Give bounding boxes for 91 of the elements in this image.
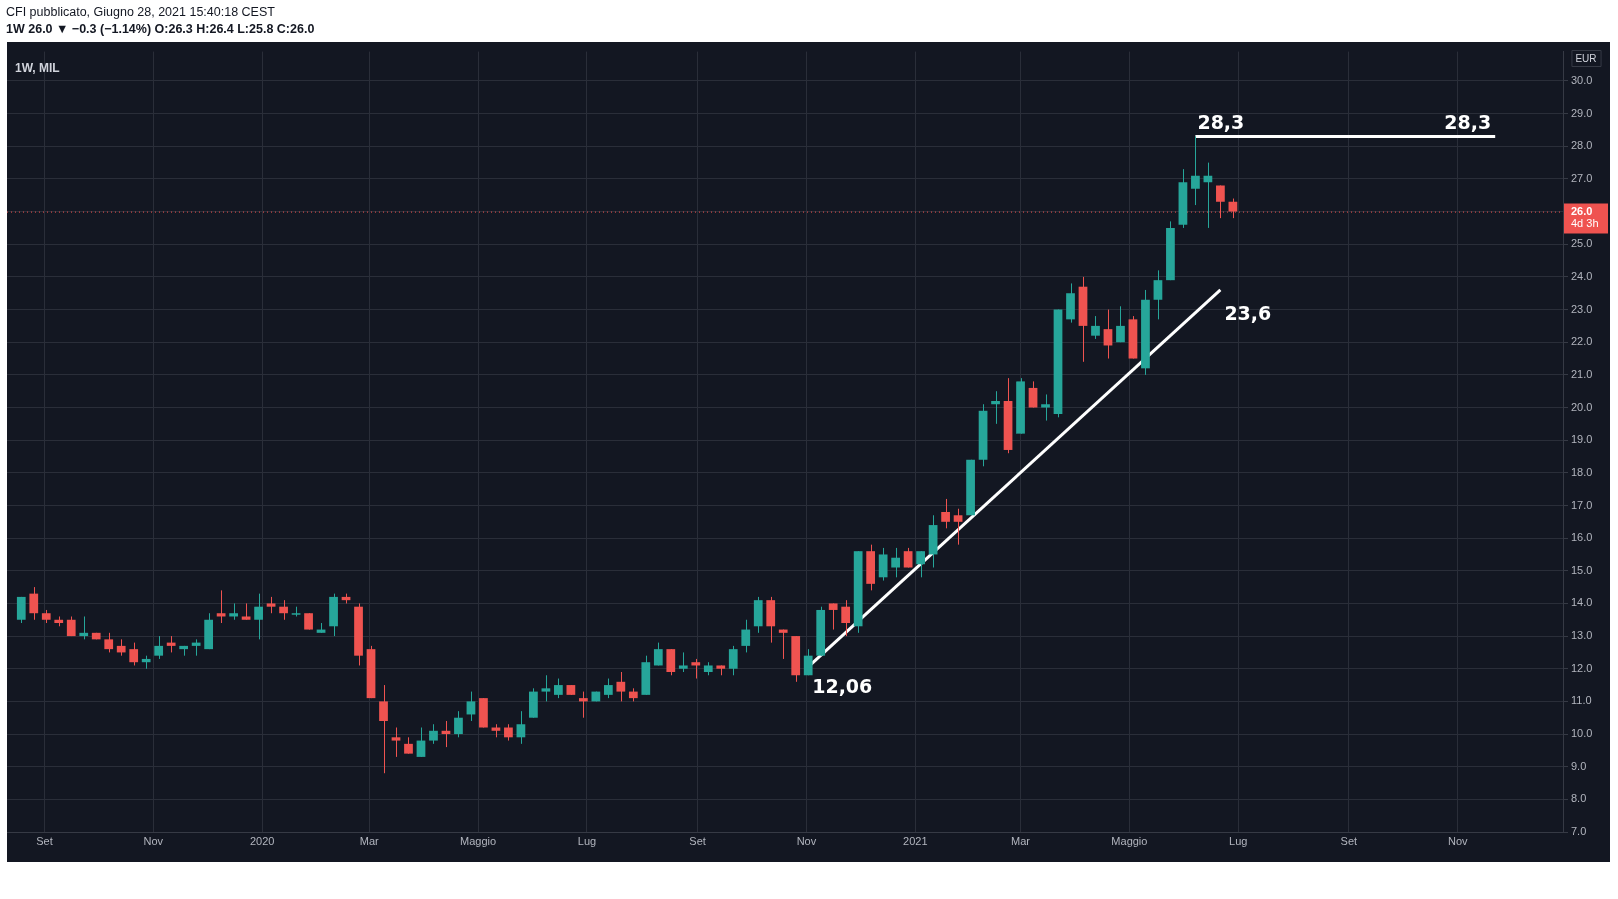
candlestick xyxy=(466,691,476,722)
candlestick xyxy=(1091,315,1100,340)
candlestick xyxy=(516,710,526,745)
y-axis-title: EUR xyxy=(1575,52,1597,64)
x-tick-label: 2021 xyxy=(903,834,928,847)
candlestick xyxy=(1028,380,1038,409)
candlestick xyxy=(79,615,89,640)
x-tick-label: Set xyxy=(689,834,706,847)
candlestick xyxy=(429,723,438,745)
ref-line-label: 26.0 xyxy=(1571,204,1593,217)
candlestick xyxy=(104,632,114,653)
x-tick-label: Maggio xyxy=(460,834,497,847)
candlestick xyxy=(841,599,851,637)
x-tick-label: Nov xyxy=(796,834,817,847)
candlestick xyxy=(29,586,39,621)
candlestick xyxy=(616,671,626,702)
y-tick-label: 27.0 xyxy=(1571,171,1593,184)
annotation: 1W, MIL xyxy=(15,60,60,75)
annotation: 28,3 xyxy=(1444,111,1492,134)
x-tick-label: 2020 xyxy=(249,834,275,847)
candlestick xyxy=(391,727,401,758)
y-tick-label: 29.0 xyxy=(1571,106,1593,119)
candlestick xyxy=(454,710,463,738)
candlestick xyxy=(803,648,813,676)
candlestick xyxy=(578,691,588,719)
y-tick-label: 19.0 xyxy=(1571,433,1593,446)
y-tick-label: 12.0 xyxy=(1571,661,1593,674)
candlestick xyxy=(941,498,950,529)
candlestick xyxy=(741,619,751,653)
x-tick-label: Set xyxy=(1340,834,1358,847)
y-tick-label: 30.0 xyxy=(1571,74,1593,87)
chart-subtitle: 1W 26.0 ▼ −0.3 (−1.14%) O:26.3 H:26.4 L:25.8 C:26.0 xyxy=(6,21,315,38)
candlestick xyxy=(1103,309,1113,360)
candlestick xyxy=(379,684,388,774)
y-tick-label: 24.0 xyxy=(1571,269,1593,282)
candlestick xyxy=(254,593,263,640)
candlestick xyxy=(416,727,426,758)
annotation: 12,06 xyxy=(812,674,873,697)
candlestick xyxy=(778,629,788,660)
chart-title: CFI pubblicato, Giugno 28, 2021 15:40:18 CEST xyxy=(6,4,276,21)
candlestick xyxy=(678,651,688,673)
candlestick xyxy=(916,550,925,578)
candlestick xyxy=(878,547,888,582)
y-tick-label: 14.0 xyxy=(1571,596,1593,609)
candlestick xyxy=(1041,393,1050,422)
annotation: 28,3 xyxy=(1197,111,1245,134)
x-tick-label: Lug xyxy=(1229,834,1248,847)
y-tick-label: 25.0 xyxy=(1571,237,1593,250)
y-tick-label: 28.0 xyxy=(1571,139,1593,152)
y-tick-label: 21.0 xyxy=(1571,367,1593,380)
candlestick xyxy=(991,390,1000,425)
y-tick-label: 18.0 xyxy=(1571,465,1593,478)
y-tick-label: 10.0 xyxy=(1571,727,1593,740)
candlestick xyxy=(603,678,613,699)
x-tick-label: Nov xyxy=(143,834,164,847)
y-tick-label: 11.0 xyxy=(1571,694,1592,707)
candlestick xyxy=(691,658,701,680)
candlestick xyxy=(891,547,901,578)
y-tick-label: 8.0 xyxy=(1571,792,1587,805)
x-tick-label: Nov xyxy=(1447,834,1468,847)
x-tick-label: Set xyxy=(36,834,53,847)
candlestick xyxy=(953,508,963,546)
candlestick xyxy=(129,642,139,666)
x-tick-label: Maggio xyxy=(1111,834,1148,847)
x-tick-label: Lug xyxy=(577,834,597,847)
text: 4d 3h xyxy=(1571,216,1599,229)
candlestick xyxy=(666,648,676,676)
candlestick xyxy=(903,547,913,569)
candlestick xyxy=(728,645,738,676)
candlestick xyxy=(154,635,164,660)
y-tick-label: 15.0 xyxy=(1571,563,1593,576)
x-tick-label: Mar xyxy=(1011,834,1031,847)
y-tick-label: 9.0 xyxy=(1571,759,1587,772)
x-tick-label: Mar xyxy=(359,834,380,847)
y-tick-label: 22.0 xyxy=(1571,335,1593,348)
y-tick-label: 7.0 xyxy=(1571,825,1587,838)
candlestick xyxy=(1116,305,1125,343)
candlestick xyxy=(554,678,563,699)
annotation: 23,6 xyxy=(1224,301,1272,324)
candlestick xyxy=(279,599,288,621)
y-tick-label: 20.0 xyxy=(1571,400,1593,413)
candlestick xyxy=(541,674,551,702)
candlestick xyxy=(216,589,226,624)
candlestick xyxy=(1153,269,1163,320)
candlestick xyxy=(16,596,26,624)
candlestick xyxy=(1191,136,1200,206)
y-tick-label: 13.0 xyxy=(1571,629,1593,642)
y-tick-label: 23.0 xyxy=(1571,302,1593,315)
y-tick-label: 17.0 xyxy=(1571,498,1593,511)
candlestick xyxy=(828,602,838,631)
y-tick-label: 16.0 xyxy=(1571,531,1593,544)
